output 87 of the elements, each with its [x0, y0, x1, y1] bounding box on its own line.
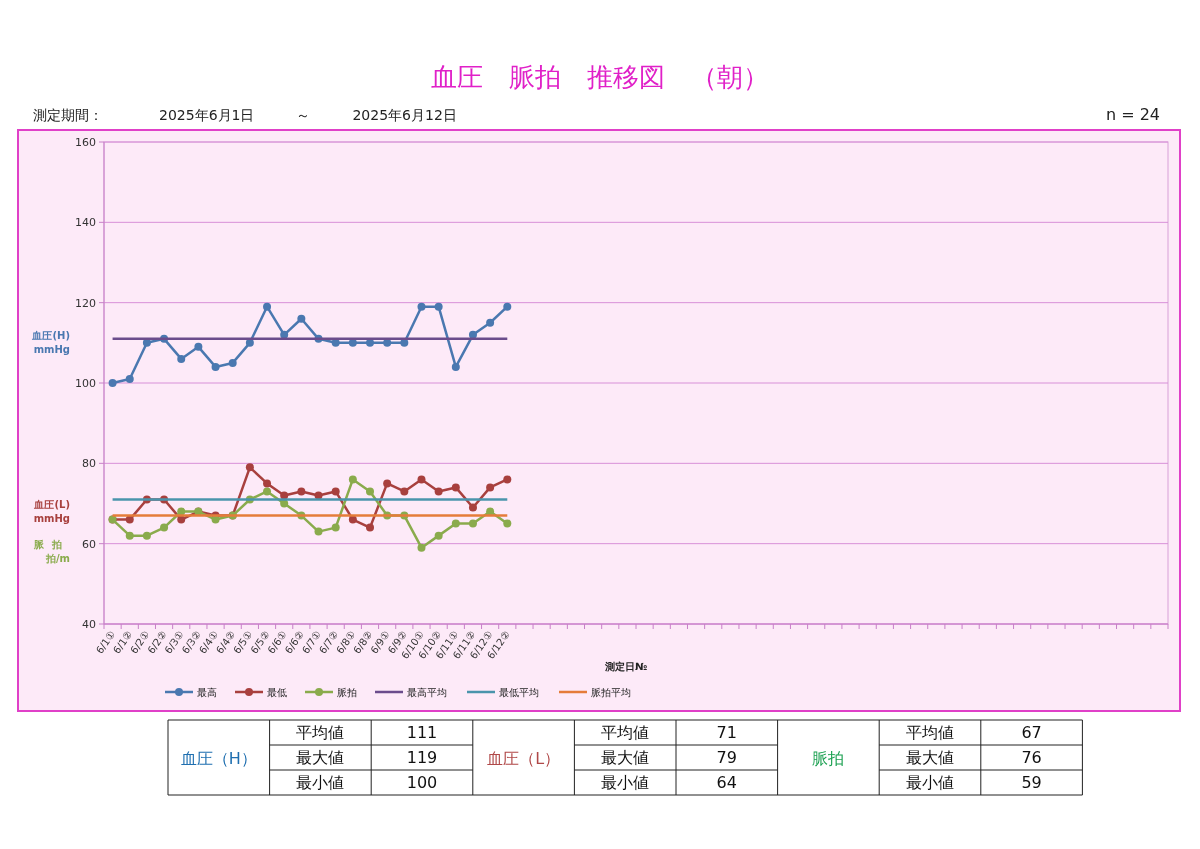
point — [451, 519, 460, 528]
point — [468, 519, 477, 528]
point — [331, 523, 340, 532]
text: 最小値 — [601, 773, 650, 792]
point — [434, 487, 443, 496]
point — [451, 483, 460, 492]
text: 脈拍 — [33, 538, 70, 550]
text: 119 — [406, 748, 438, 767]
point — [348, 475, 357, 484]
point — [451, 362, 460, 371]
y-tick-label: 40 — [82, 618, 96, 631]
point — [280, 491, 289, 500]
legend-label: 脈拍 — [337, 687, 357, 698]
text: 血圧(L) mmHg — [33, 498, 70, 524]
text: 拍/m — [44, 552, 70, 564]
text: 平均値 — [906, 723, 954, 742]
text: 最大値 — [601, 748, 650, 767]
point — [366, 487, 374, 496]
point — [314, 527, 323, 536]
text: 最小値 — [296, 773, 345, 792]
point — [228, 358, 237, 367]
point — [348, 515, 357, 524]
text: 脈拍 — [812, 748, 845, 768]
point — [417, 543, 426, 552]
chart-subtitle: 測定期間： 2025年6月1日 ～ 2025年6月12日 — [33, 107, 457, 123]
text: 最大値 — [296, 748, 345, 767]
point — [434, 302, 443, 311]
y-tick-label: 80 — [82, 457, 96, 471]
text: 100 — [406, 773, 438, 792]
text: 64 — [716, 773, 737, 792]
point — [417, 475, 426, 484]
point — [331, 487, 340, 496]
point — [434, 531, 443, 540]
text: 最小値 — [906, 773, 954, 792]
point — [383, 479, 392, 488]
point — [125, 374, 134, 383]
point — [297, 487, 306, 496]
legend-label: 最高平均 — [407, 687, 447, 698]
point — [211, 362, 220, 371]
point — [125, 531, 134, 540]
point — [263, 479, 272, 488]
text: 最大値 — [906, 748, 954, 767]
legend-label: 最低平均 — [499, 687, 539, 698]
text: 血圧（H） — [180, 748, 257, 768]
point — [503, 302, 512, 311]
text: 平均値 — [296, 723, 345, 742]
text: 血圧（L） — [487, 748, 561, 768]
text: 血圧(H) mmHg — [31, 329, 70, 355]
text: n = 24 — [1105, 105, 1160, 124]
text: 67 — [1021, 723, 1042, 742]
point — [280, 330, 289, 339]
point — [177, 515, 186, 524]
text: 平均値 — [601, 723, 650, 742]
point — [263, 487, 272, 496]
legend-label: 脈拍平均 — [591, 687, 631, 698]
point — [263, 302, 272, 311]
point — [142, 531, 151, 540]
y-tick-label: 120 — [75, 296, 96, 310]
point — [468, 330, 477, 339]
y-tick-label: 140 — [75, 216, 96, 230]
point — [160, 523, 169, 532]
text: 59 — [1021, 773, 1042, 792]
point — [468, 503, 477, 512]
legend-label: 最低 — [267, 687, 287, 698]
point — [194, 342, 203, 351]
point — [503, 519, 512, 528]
text: 71 — [716, 723, 737, 742]
point — [486, 483, 495, 492]
point — [297, 314, 306, 323]
point — [486, 318, 495, 327]
point — [125, 515, 134, 524]
point — [245, 463, 254, 472]
text: 111 — [406, 723, 438, 742]
x-axis-title: 測定日№ — [603, 661, 648, 672]
y-tick-label: 160 — [75, 136, 96, 149]
text: 76 — [1021, 748, 1042, 767]
point — [400, 487, 409, 496]
y-tick-label: 60 — [82, 537, 96, 551]
point — [503, 475, 512, 484]
point — [417, 302, 426, 311]
point — [177, 354, 186, 363]
point — [108, 379, 117, 387]
chart-title: 血圧 脈拍 推移図 （朝） — [431, 62, 769, 92]
text: 79 — [716, 748, 737, 767]
point — [366, 523, 374, 532]
y-tick-label: 100 — [75, 377, 96, 390]
legend-label: 最高 — [197, 687, 217, 698]
